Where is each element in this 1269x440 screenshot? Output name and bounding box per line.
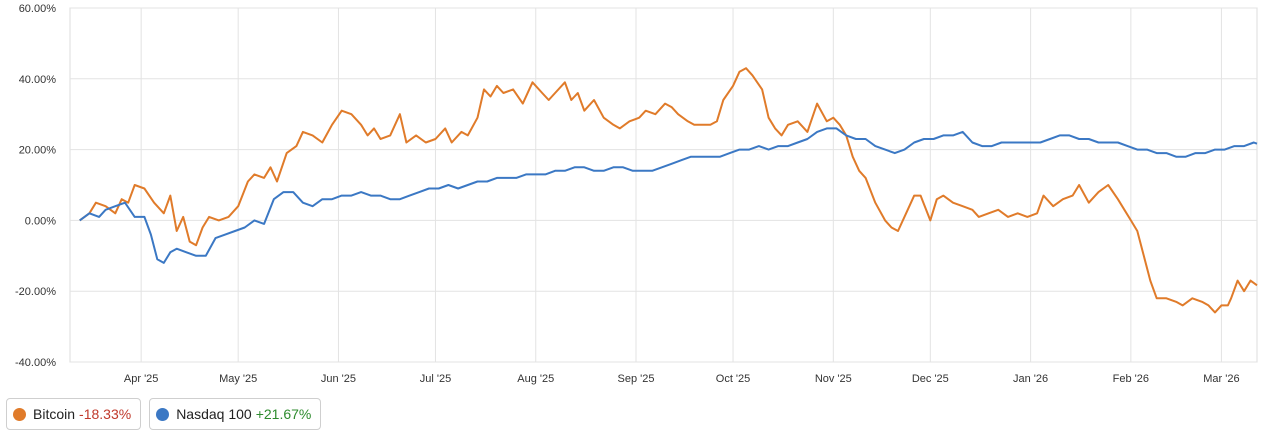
x-tick-label: May '25: [219, 373, 257, 385]
legend-item-bitcoin[interactable]: Bitcoin -18.33%: [6, 398, 142, 430]
x-tick-label: Feb '26: [1113, 373, 1149, 385]
series-line-nasdaq-100: [79, 127, 1258, 264]
x-tick-label: Apr '25: [124, 373, 159, 385]
legend-dot-nasdaq-100: [156, 407, 170, 421]
legend-label-nasdaq-100: Nasdaq 100: [176, 406, 252, 422]
y-tick-label: -40.00%: [15, 357, 56, 369]
x-tick-label: Jun '25: [321, 373, 356, 385]
y-tick-label: 60.00%: [19, 3, 57, 15]
legend-change-nasdaq-100: +21.67%: [255, 406, 312, 422]
y-tick-label: 0.00%: [25, 215, 56, 227]
line-chart: 60.00% 40.00% 20.00% 0.00% -20.00% -40.00% Ap…: [15, 3, 1258, 385]
x-tick-label: Sep '25: [618, 373, 655, 385]
x-tick-label: Nov '25: [815, 373, 852, 385]
x-tick-label: Jul '25: [420, 373, 451, 385]
x-tick-label: Aug '25: [517, 373, 554, 385]
y-tick-label: 40.00%: [19, 74, 57, 86]
legend-change-bitcoin: -18.33%: [79, 406, 132, 422]
legend-dot-bitcoin: [13, 407, 26, 421]
x-tick-label: Dec '25: [912, 373, 949, 385]
x-axis-ticks: Apr '25 May '25 Jun '25 Jul '25 Aug '25 Sep '…: [124, 373, 1240, 385]
x-tick-label: Jan '26: [1013, 373, 1048, 385]
x-tick-label: Mar '26: [1203, 373, 1239, 385]
y-tick-label: 20.00%: [19, 145, 57, 157]
series-lines: [79, 67, 1258, 314]
legend-label-bitcoin: Bitcoin: [33, 406, 76, 422]
legend-item-nasdaq-100[interactable]: Nasdaq 100 +21.67%: [149, 398, 322, 430]
series-line-bitcoin: [79, 67, 1258, 314]
grid: [69, 7, 1258, 363]
x-tick-label: Oct '25: [716, 373, 751, 385]
legend: Bitcoin -18.33% Nasdaq 100 +21.67%: [6, 398, 322, 430]
y-axis-ticks: 60.00% 40.00% 20.00% 0.00% -20.00% -40.00%: [15, 3, 56, 369]
y-tick-label: -20.00%: [15, 286, 56, 298]
